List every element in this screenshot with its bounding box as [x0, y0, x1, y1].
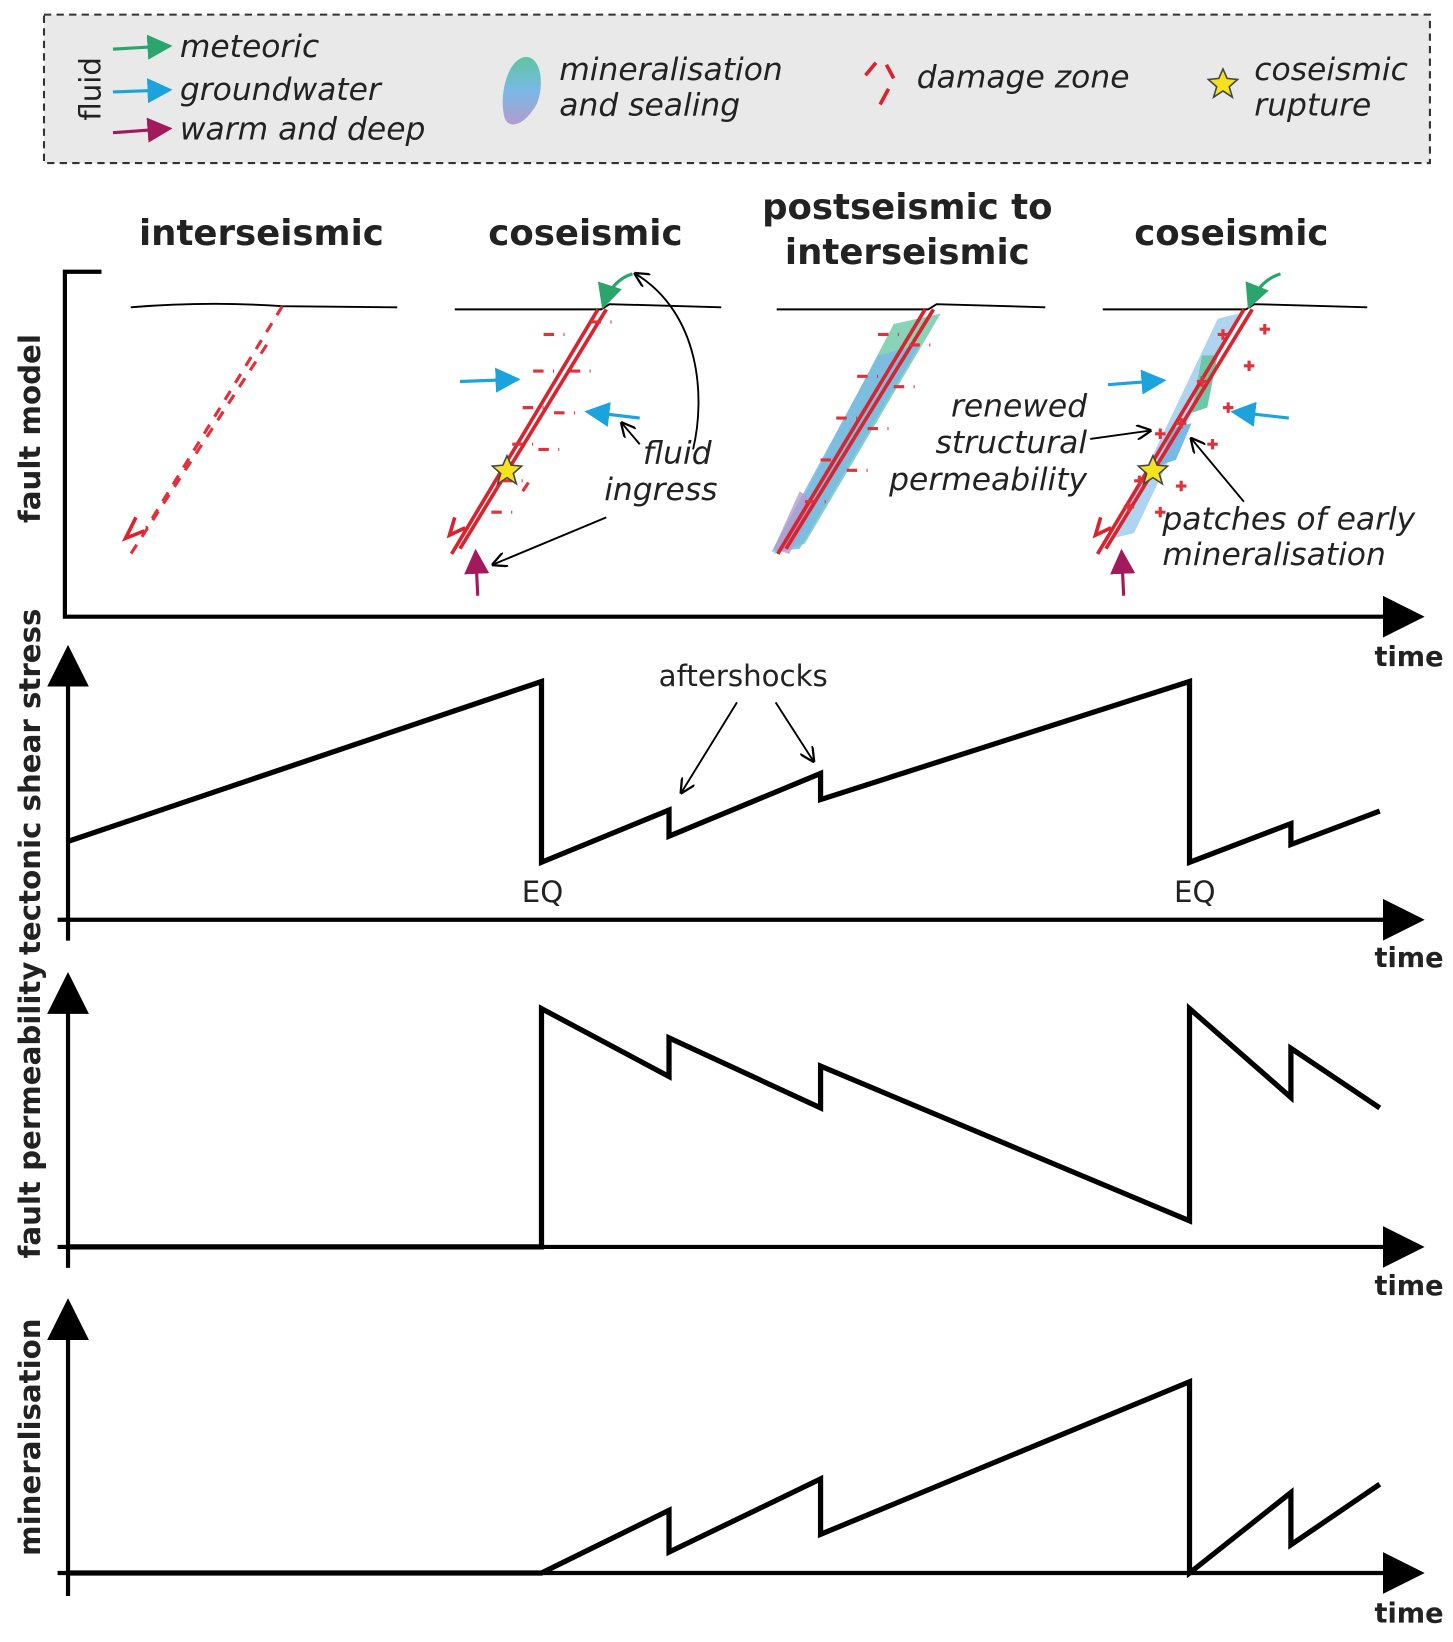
- legend: fluid meteoric groundwater warm and deep…: [44, 15, 1430, 163]
- annotation: patches of early: [1161, 502, 1415, 538]
- shear-stress-panel: EQ EQ aftershocks tectonic shear stress …: [13, 609, 1444, 974]
- y-axis-label: fault model: [13, 334, 47, 523]
- y-axis-label: fault permeability: [13, 962, 47, 1259]
- annotation: ingress: [604, 472, 717, 508]
- annotation: aftershocks: [659, 659, 828, 693]
- annotation: fluid: [643, 436, 713, 472]
- legend-item: warm and deep: [180, 112, 426, 148]
- annotation: mineralisation: [1162, 537, 1385, 573]
- legend-item: and sealing: [559, 88, 740, 124]
- y-axis-label: mineralisation: [13, 1318, 47, 1555]
- x-axis-label: time: [1375, 1598, 1444, 1629]
- annotation: renewed: [951, 389, 1088, 425]
- legend-item: meteoric: [180, 29, 319, 65]
- x-axis-label: time: [1375, 943, 1444, 974]
- y-axis-label: tectonic shear stress: [13, 609, 47, 956]
- legend-item: coseismic: [1254, 52, 1408, 88]
- stage-title: coseismic: [488, 213, 682, 254]
- stage-title: postseismic to: [762, 187, 1052, 228]
- annotation: EQ: [522, 875, 564, 909]
- x-axis-label: time: [1375, 642, 1444, 673]
- x-axis-label: time: [1375, 1271, 1444, 1302]
- stage-title: interseismic: [785, 232, 1030, 273]
- annotation: structural: [936, 425, 1088, 461]
- mineralisation-panel: mineralisation time: [13, 1306, 1444, 1629]
- legend-item: rupture: [1254, 88, 1371, 124]
- annotation: EQ: [1174, 875, 1216, 909]
- legend-fluid: fluid: [74, 57, 108, 121]
- diagram: fluid meteoric groundwater warm and deep…: [0, 0, 1453, 1642]
- annotation: permeability: [888, 462, 1087, 498]
- stage-title: coseismic: [1134, 213, 1328, 254]
- legend-item: groundwater: [180, 72, 383, 108]
- fault-model-panel: fluid ingress renewed structural permeab…: [13, 272, 1444, 673]
- permeability-panel: fault permeability time: [13, 962, 1444, 1303]
- legend-item: mineralisation: [559, 52, 782, 88]
- legend-item: damage zone: [917, 59, 1130, 95]
- stage-title: interseismic: [139, 213, 384, 254]
